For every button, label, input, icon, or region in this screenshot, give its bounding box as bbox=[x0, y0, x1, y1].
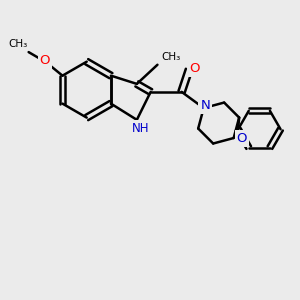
Text: NH: NH bbox=[132, 122, 149, 135]
Text: CH₃: CH₃ bbox=[161, 52, 180, 62]
Text: O: O bbox=[190, 62, 200, 75]
Text: O: O bbox=[237, 131, 247, 145]
Text: O: O bbox=[40, 53, 50, 67]
Text: N: N bbox=[200, 99, 210, 112]
Text: CH₃: CH₃ bbox=[8, 39, 27, 49]
